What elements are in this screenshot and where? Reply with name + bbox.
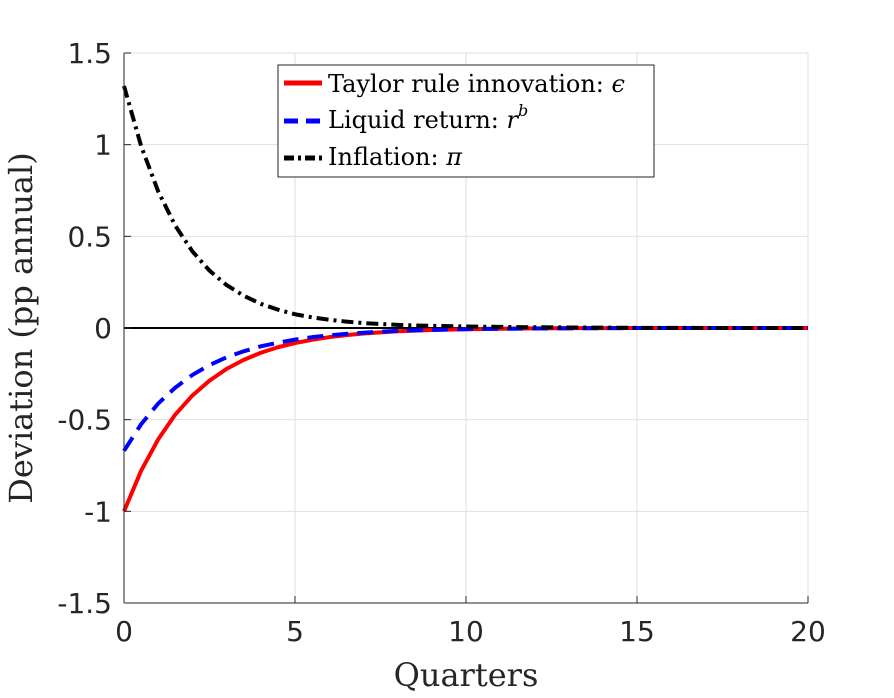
legend-label-inflation-text: Inflation: [328,143,446,171]
legend-label-liquid: Liquid return: rb [328,101,528,134]
legend-label-liquid-superscript: b [518,101,528,120]
y-tick-label: 1.5 [67,37,112,70]
series-line-2 [122,326,808,452]
series-lines [122,85,808,513]
y-tick-label: -0.5 [57,404,112,437]
legend-label-taylor-text: Taylor rule innovation: [328,70,612,98]
y-axis-title: Deviation (pp annual) [2,152,40,503]
legend-label-liquid-text: Liquid return: [328,106,507,134]
x-tick-label: 5 [286,615,304,648]
legend-label-inflation: Inflation: π [328,143,463,171]
legend-label-taylor: Taylor rule innovation: ϵ [328,70,625,98]
y-tick-label: 0 [94,312,112,345]
x-tick-label: 10 [448,615,484,648]
y-tick-label: -1.5 [57,587,112,620]
legend-box [277,64,655,178]
x-tick-label: 20 [790,615,826,648]
legend-label-inflation-symbol: π [445,143,463,171]
y-tick-label: -1 [84,495,112,528]
legend: Taylor rule innovation: ϵ Liquid return:… [277,64,655,178]
tick-labels: 0 5 10 15 20 -1.5 -1 -0.5 0 0.5 1 1.5 [57,37,825,648]
y-tick-label: 0.5 [67,220,112,253]
axes [123,52,809,604]
legend-label-liquid-symbol: r [507,106,520,134]
x-tick-label: 15 [619,615,655,648]
series-line-3 [122,85,808,330]
x-axis-title: Quarters [394,656,539,694]
x-tick-label: 0 [115,615,133,648]
legend-label-taylor-symbol: ϵ [612,70,625,98]
y-tick-label: 1 [94,129,112,162]
